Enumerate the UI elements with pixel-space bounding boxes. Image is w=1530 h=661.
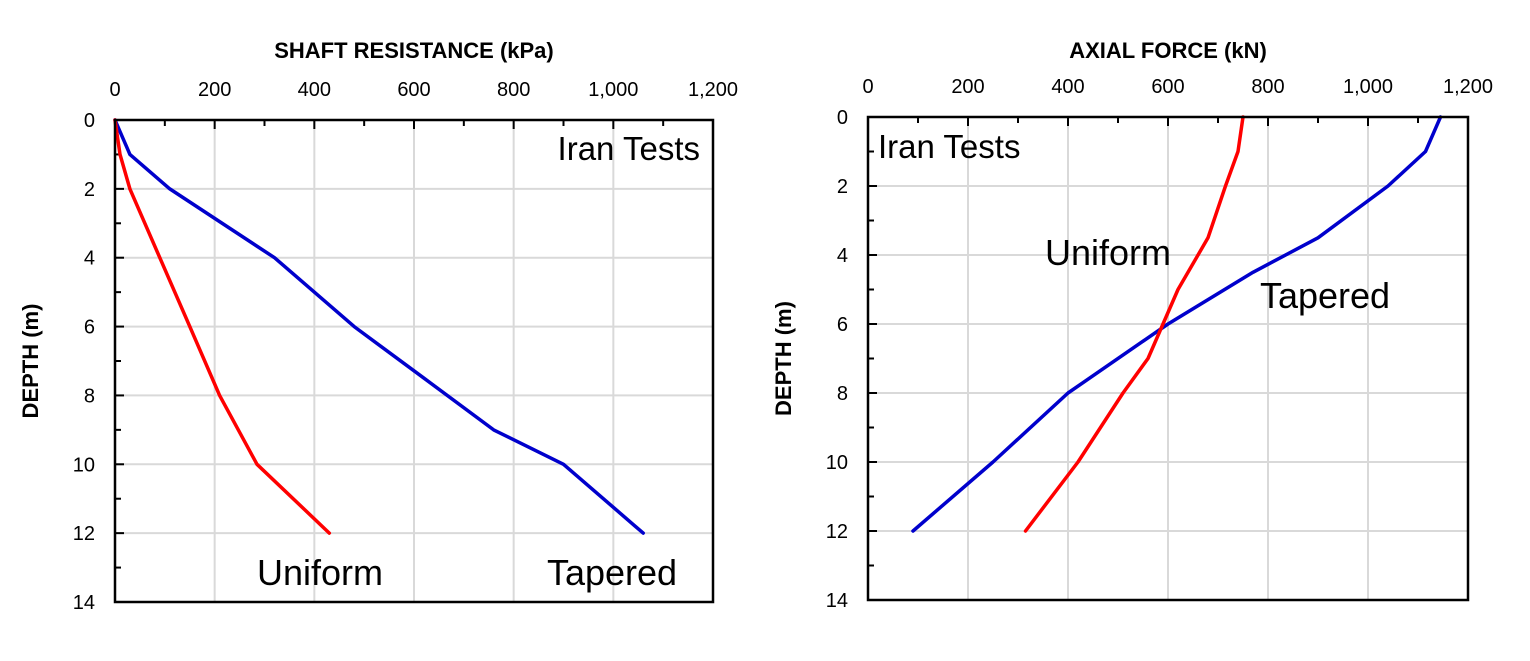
tests-annotation: Iran Tests xyxy=(878,128,1020,165)
x-tick-label: 0 xyxy=(109,79,120,101)
shaft-resistance-chart: 0 200 400 600 800 1,000 1,200 0 2 4 6 8 10 12 14 SHAF… xyxy=(18,38,738,614)
y-axis-title: DEPTH (m) xyxy=(18,304,43,419)
y-tick-labels: 0 2 4 6 8 10 12 14 xyxy=(73,110,95,614)
y-tick-label: 8 xyxy=(84,385,95,407)
uniform-annotation: Uniform xyxy=(257,552,383,593)
x-tick-label: 600 xyxy=(1151,76,1184,98)
y-axis-title: DEPTH (m) xyxy=(771,301,796,416)
series-line-tapered xyxy=(911,115,1443,533)
series-lines xyxy=(911,115,1443,533)
y-tick-label: 12 xyxy=(826,521,848,543)
x-tick-label: 600 xyxy=(397,79,430,101)
y-tick-labels: 0 2 4 6 8 10 12 14 xyxy=(826,107,848,612)
plot-frame xyxy=(113,118,715,604)
x-tick-label: 1,200 xyxy=(688,79,738,101)
x-tick-labels: 0 200 400 600 800 1,000 1,200 xyxy=(862,76,1493,98)
y-tick-label: 6 xyxy=(84,317,95,339)
y-tick-label: 6 xyxy=(837,314,848,336)
y-tick-label: 4 xyxy=(84,248,95,270)
y-tick-label: 14 xyxy=(826,590,848,612)
y-tick-label: 0 xyxy=(837,107,848,129)
uniform-annotation: Uniform xyxy=(1045,232,1171,273)
y-tick-label: 14 xyxy=(73,592,95,614)
x-tick-label: 1,000 xyxy=(588,79,638,101)
x-tick-label: 0 xyxy=(862,76,873,98)
series-line-uniform xyxy=(1023,115,1245,533)
axial-force-chart: 0 200 400 600 800 1,000 1,200 0 2 4 6 8 10 12 14 AXIA… xyxy=(771,38,1493,612)
y-tick-label: 10 xyxy=(826,452,848,474)
y-tick-label: 12 xyxy=(73,523,95,545)
axis-ticks xyxy=(867,116,1469,601)
tapered-annotation: Tapered xyxy=(547,552,677,593)
x-tick-label: 1,000 xyxy=(1343,76,1393,98)
series-line-tapered xyxy=(113,118,645,535)
x-axis-title: AXIAL FORCE (kN) xyxy=(1069,38,1267,63)
y-tick-label: 0 xyxy=(84,110,95,132)
x-axis-title: SHAFT RESISTANCE (kPa) xyxy=(274,38,554,63)
x-tick-label: 1,200 xyxy=(1443,76,1493,98)
series-line-uniform xyxy=(113,118,332,535)
x-tick-label: 200 xyxy=(951,76,984,98)
x-tick-label: 400 xyxy=(1051,76,1084,98)
grid xyxy=(868,117,1468,600)
tapered-annotation: Tapered xyxy=(1260,275,1390,316)
x-tick-label: 800 xyxy=(497,79,530,101)
x-tick-label: 400 xyxy=(298,79,331,101)
x-tick-label: 800 xyxy=(1251,76,1284,98)
y-tick-label: 2 xyxy=(837,176,848,198)
tests-annotation: Iran Tests xyxy=(558,130,700,167)
series-lines xyxy=(113,118,645,535)
y-tick-label: 8 xyxy=(837,383,848,405)
y-tick-label: 10 xyxy=(73,454,95,476)
x-tick-labels: 0 200 400 600 800 1,000 1,200 xyxy=(109,79,738,101)
plot-frame xyxy=(866,115,1470,602)
y-tick-label: 2 xyxy=(84,179,95,201)
grid xyxy=(115,120,713,602)
y-tick-label: 4 xyxy=(837,245,848,267)
x-tick-label: 200 xyxy=(198,79,231,101)
